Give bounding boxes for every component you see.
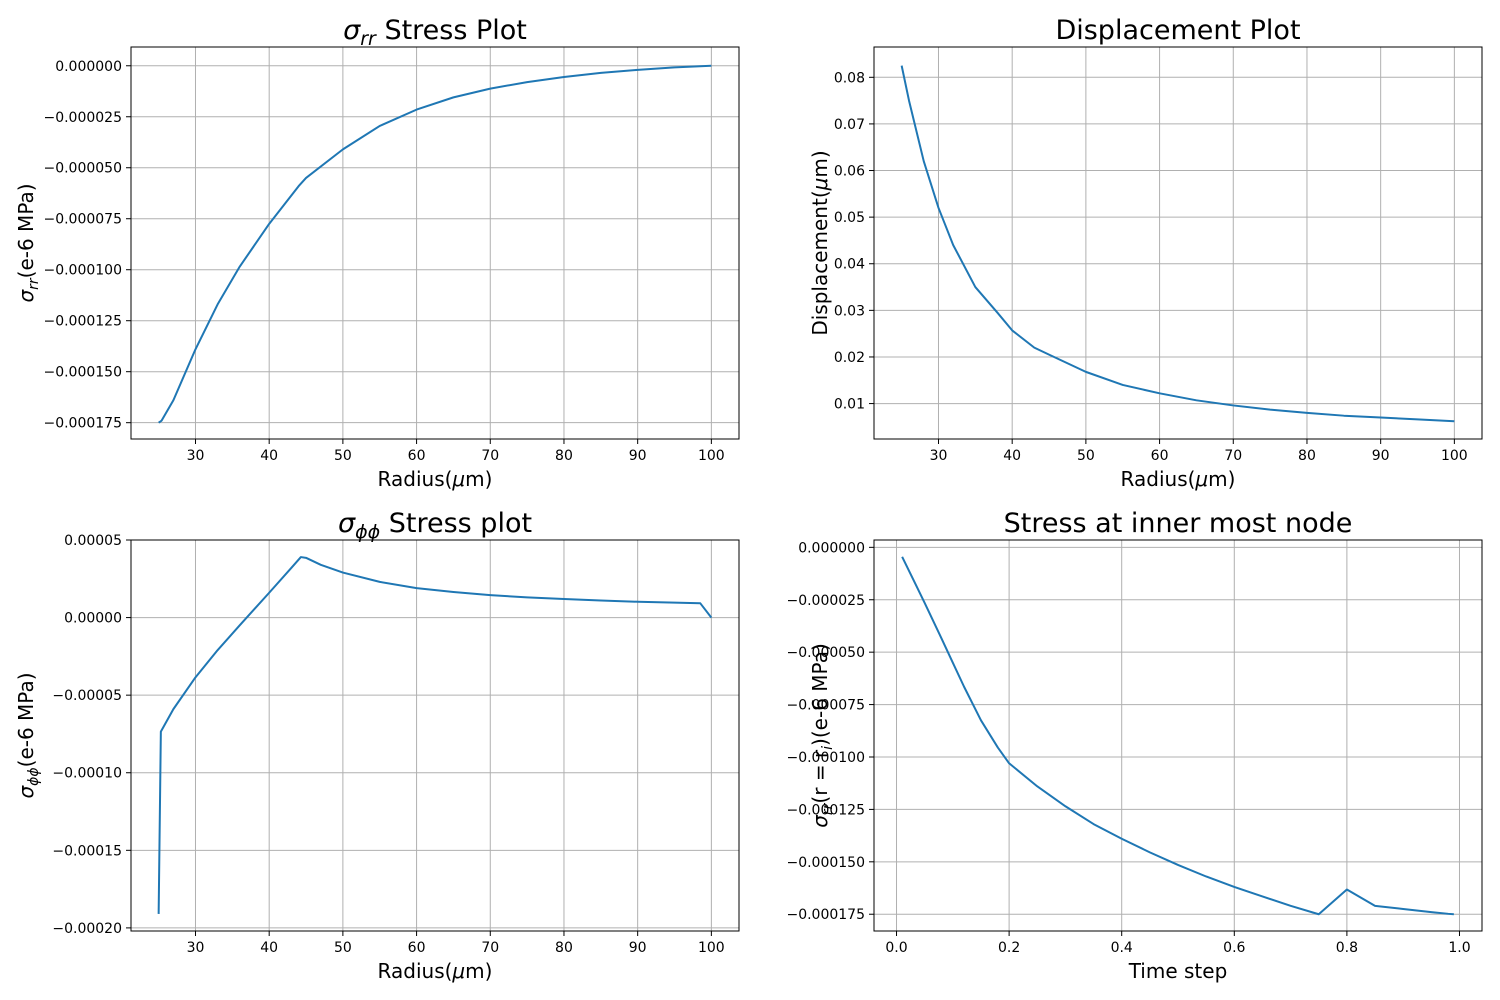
x-tick-label: 30 [187,940,205,956]
x-axis-label: Time step [1128,959,1228,983]
x-tick-label: 100 [698,448,725,464]
x-tick-label: 100 [1441,448,1468,464]
x-tick-label: 100 [698,940,725,956]
y-tick-label: 0.06 [834,164,865,180]
y-tick-label: −0.00005 [52,688,122,704]
chart-title: σrr Stress Plot [343,15,527,50]
series-line [900,65,1455,423]
y-axis-label: σϕϕ(e-6 MPa) [14,672,42,798]
y-tick-label: 0.02 [834,350,865,366]
y-tick-label: −0.000100 [786,750,865,766]
y-tick-label: 0.03 [834,303,865,319]
x-tick-label: 70 [481,940,499,956]
y-tick-label: 0.07 [834,117,865,133]
x-tick-label: 50 [334,448,352,464]
y-tick-label: 0.04 [834,257,865,273]
y-tick-label: −0.000150 [43,365,122,381]
plot-frame [873,46,1483,440]
x-tick-label: 50 [334,940,352,956]
x-tick-label: 70 [481,448,499,464]
chart-title: Stress at inner most node [1004,508,1353,539]
y-tick-label: −0.000175 [43,416,122,432]
series-line [157,556,713,914]
x-axis-label: Radius(μm) [378,959,493,983]
y-tick-label: −0.000175 [786,907,865,923]
y-tick-label: −0.000050 [786,645,865,661]
y-tick-label: −0.000025 [43,110,122,126]
x-tick-label: 80 [555,448,573,464]
chart-3: 30 40 50 60 70 80 90 100 0.00005 0.00000 −0.00005 −… [14,508,740,983]
y-tick-label: 0.00005 [64,533,122,549]
y-tick-label: −0.000025 [786,593,865,609]
y-axis-label: σrr(r = ri)(e-6 MPa) [808,643,836,828]
y-tick-label: 0.01 [834,397,865,413]
x-tick-label: 30 [930,448,948,464]
y-tick-label: −0.000150 [786,855,865,871]
y-tick-label: −0.00010 [52,766,122,782]
y-tick-label: 0.05 [834,210,865,226]
y-axis-label: Displacement(μm) [808,150,832,335]
x-tick-label: 0.8 [1336,940,1358,956]
x-tick-label: 60 [1151,448,1169,464]
x-tick-label: 1.0 [1448,940,1470,956]
y-tick-label: −0.000075 [786,698,865,714]
x-tick-label: 70 [1224,448,1242,464]
x-tick-label: 90 [1372,448,1390,464]
y-tick-label: 0.000000 [55,59,122,75]
chart-title: σϕϕ Stress plot [338,508,532,543]
x-tick-label: 50 [1077,448,1095,464]
x-axis-label: Radius(μm) [1121,467,1236,491]
x-tick-label: 80 [555,940,573,956]
y-tick-label: −0.000075 [43,212,122,228]
chart-2: 30 40 50 60 70 80 90 100 0.01 0.02 0.03 0.04 0.05 0.0… [808,15,1483,491]
plot-frame [130,46,740,440]
x-tick-label: 0.4 [1111,940,1133,956]
y-tick-label: −0.000125 [43,314,122,330]
x-tick-label: 0.6 [1223,940,1245,956]
chart-4: 0.0 0.2 0.4 0.6 0.8 1.0 0.000000 −0.000025 −0.00… [786,508,1483,983]
y-tick-label: 0.000000 [798,540,865,556]
x-tick-label: 0.0 [885,940,907,956]
y-tick-label: −0.00015 [52,843,122,859]
x-tick-label: 30 [187,448,205,464]
chart-title: Displacement Plot [1055,15,1300,46]
chart-1: 30 40 50 60 70 80 90 100 0.000000 −0.000025 −0.000… [14,15,740,491]
x-tick-label: 40 [260,448,278,464]
y-tick-label: −0.000100 [43,263,122,279]
x-tick-label: 90 [629,940,647,956]
series-line [158,64,712,424]
y-axis-label: σrr(e-6 MPa) [14,183,42,302]
x-tick-label: 90 [629,448,647,464]
y-tick-label: 0.00000 [64,611,122,627]
x-tick-label: 40 [260,940,278,956]
x-tick-label: 0.2 [998,940,1020,956]
y-tick-label: −0.000050 [43,161,122,177]
plot-frame [873,539,1483,932]
series-line [901,556,1454,916]
x-tick-label: 40 [1003,448,1021,464]
x-tick-label: 80 [1298,448,1316,464]
y-tick-label: 0.08 [834,70,865,86]
x-axis-label: Radius(μm) [378,467,493,491]
plot-frame [130,539,740,932]
y-tick-label: −0.000125 [786,802,865,818]
x-tick-label: 60 [408,448,426,464]
x-tick-label: 60 [408,940,426,956]
y-tick-label: −0.00020 [52,921,122,937]
